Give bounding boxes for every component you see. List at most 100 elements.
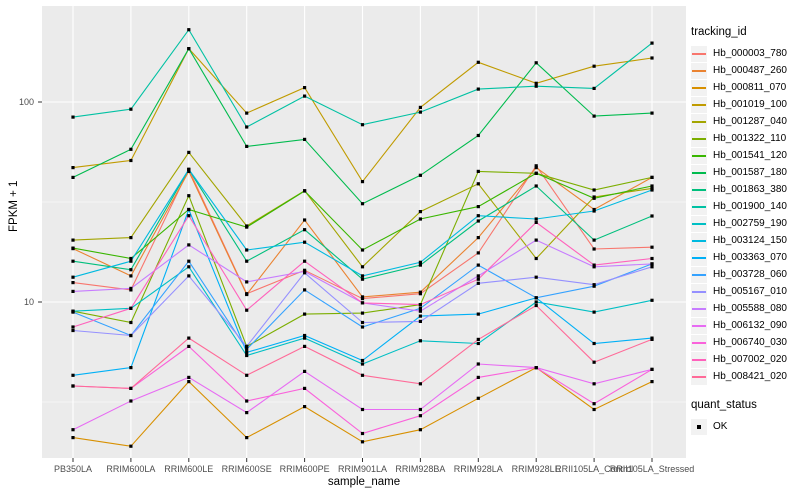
data-point — [71, 281, 75, 285]
data-point — [476, 312, 480, 316]
data-point — [418, 414, 422, 418]
y-tick-label: 100 — [18, 96, 34, 107]
legend-color-line — [692, 103, 706, 106]
data-point — [534, 184, 538, 188]
data-point — [476, 251, 480, 255]
data-point — [245, 292, 249, 297]
data-point — [360, 123, 365, 127]
data-point — [476, 281, 480, 285]
legend-item: Hb_000811_070 — [691, 79, 799, 96]
data-point — [129, 306, 133, 310]
legend-item: Hb_003124_150 — [691, 232, 799, 249]
quant-status-legend: quant_status OK — [691, 399, 799, 435]
legend-item: Hb_007002_020 — [691, 351, 799, 368]
data-point — [592, 188, 596, 192]
data-point — [245, 373, 249, 377]
data-point — [418, 303, 422, 307]
x-tick-label: RRIM928LE — [511, 464, 561, 474]
data-point — [592, 86, 596, 90]
data-point — [303, 386, 307, 390]
data-point — [71, 373, 75, 377]
data-point — [534, 81, 538, 85]
legend-label: Hb_005167_010 — [713, 286, 787, 297]
data-point — [245, 353, 249, 358]
data-point — [245, 259, 249, 263]
data-point — [534, 303, 538, 308]
data-point — [303, 94, 307, 98]
data-point — [187, 214, 191, 218]
data-point — [245, 225, 249, 229]
legend-color-line — [692, 307, 706, 310]
data-point — [592, 402, 596, 406]
data-point — [592, 341, 596, 346]
data-point — [418, 309, 422, 313]
data-point — [592, 360, 596, 364]
data-point — [360, 440, 365, 444]
data-point — [71, 238, 75, 242]
data-point — [534, 166, 538, 170]
legend-item: Hb_008421_020 — [691, 368, 799, 385]
data-point — [592, 64, 596, 68]
legend-label: Hb_001287_040 — [713, 116, 787, 127]
legend-key — [691, 232, 707, 249]
legend-item: Hb_000487_260 — [691, 62, 799, 79]
data-point — [129, 286, 133, 290]
data-point — [650, 337, 654, 341]
quant-legend-label: OK — [713, 421, 728, 432]
data-point — [71, 436, 75, 440]
data-point — [129, 259, 133, 263]
x-tick-label: RRIM901LA — [337, 464, 388, 474]
legend-label: Hb_001863_380 — [713, 184, 787, 195]
data-point — [71, 115, 75, 119]
legend-key — [691, 130, 707, 147]
legend-item: Hb_001863_380 — [691, 181, 799, 198]
data-point — [592, 263, 596, 267]
data-point — [303, 137, 307, 141]
data-point — [650, 380, 654, 384]
legend-label: Hb_000811_070 — [713, 82, 787, 93]
data-point — [187, 380, 191, 384]
data-point — [129, 274, 133, 278]
data-point — [650, 265, 654, 269]
legend-item: Hb_003728_060 — [691, 266, 799, 283]
data-point — [534, 164, 538, 168]
legend-color-line — [692, 171, 706, 174]
legend-key — [691, 113, 707, 130]
data-point — [71, 384, 75, 388]
x-tick-label: RRIM928LA — [453, 464, 503, 474]
legend-title-quant-status: quant_status — [691, 399, 757, 411]
data-point — [418, 263, 422, 267]
legend-color-line — [692, 188, 706, 191]
data-point — [187, 194, 191, 198]
data-point — [418, 314, 422, 318]
data-point — [187, 375, 191, 379]
data-point — [534, 217, 538, 221]
data-point — [476, 375, 480, 379]
data-point — [360, 265, 365, 269]
data-point — [245, 436, 249, 440]
legend-label: Hb_003728_060 — [713, 269, 787, 280]
legend-key — [691, 351, 707, 368]
data-point — [245, 344, 249, 348]
legend-key — [691, 317, 707, 334]
data-point — [71, 328, 75, 333]
legend-label: Hb_006740_030 — [713, 337, 787, 348]
quant-legend-item: OK — [691, 418, 799, 435]
data-point — [187, 207, 191, 212]
data-point — [245, 248, 249, 252]
data-point — [360, 431, 365, 436]
legend-key — [691, 79, 707, 96]
data-point — [303, 288, 307, 292]
data-point — [360, 325, 365, 329]
data-point — [418, 382, 422, 386]
data-point — [650, 214, 654, 218]
legend-key — [691, 96, 707, 113]
legend-color-line — [692, 222, 706, 225]
legend-color-line — [692, 358, 706, 361]
data-point — [187, 259, 191, 263]
legend-label: Hb_005588_080 — [713, 303, 787, 314]
legend-color-line — [692, 239, 706, 242]
data-point — [534, 256, 538, 261]
data-point — [418, 428, 422, 432]
legend-key — [691, 368, 707, 385]
